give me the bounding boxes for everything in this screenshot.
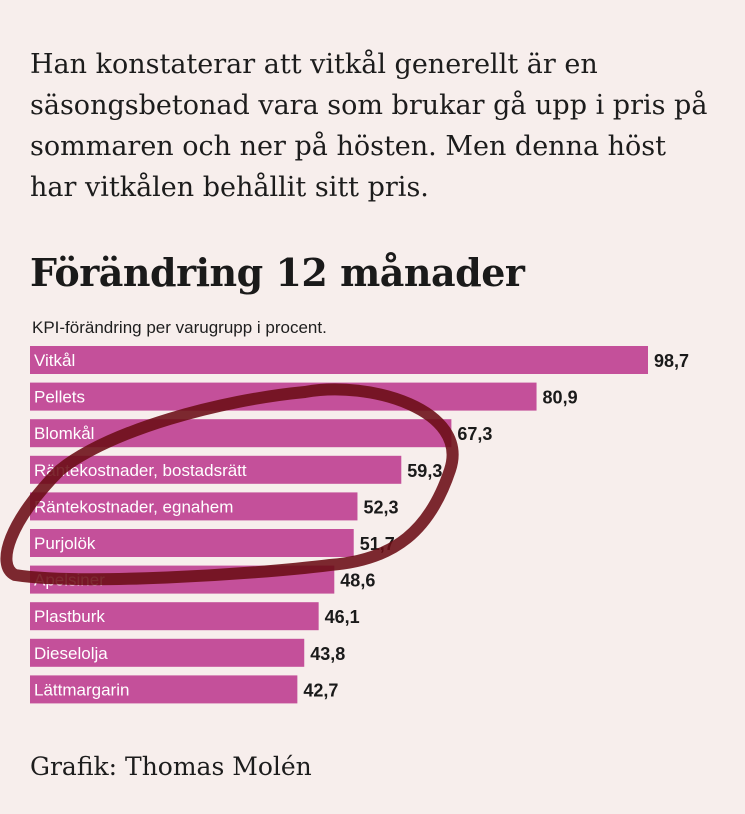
bar-label-purjolök: Purjolök bbox=[34, 534, 96, 553]
bar-label-plastburk: Plastburk bbox=[34, 607, 105, 626]
bar-value-apelsiner: 48,6 bbox=[340, 571, 375, 591]
bar-label-vitkål: Vitkål bbox=[34, 351, 75, 370]
chart-title: Förändring 12 månader bbox=[30, 250, 525, 295]
bar-label-blomkål: Blomkål bbox=[34, 424, 94, 443]
bar-value-lättmargarin: 42,7 bbox=[303, 680, 338, 700]
annotation-circle bbox=[0, 383, 459, 586]
article-paragraph: Han konstaterar att vitkål generellt är … bbox=[30, 49, 708, 203]
bar-value-dieselolja: 43,8 bbox=[310, 644, 345, 664]
bar-purjolök bbox=[30, 529, 354, 557]
bar-label-dieselolja: Dieselolja bbox=[34, 644, 108, 663]
bar-plastburk bbox=[30, 602, 319, 631]
bar-value-räntekostnader-egnahem: 52,3 bbox=[363, 497, 398, 517]
bar-lättmargarin bbox=[30, 675, 298, 704]
bar-value-pellets: 80,9 bbox=[543, 388, 578, 408]
bar-label-räntekostnader-bostadsrätt: Räntekostnader, bostadsrätt bbox=[34, 461, 247, 480]
bar-vitkål bbox=[30, 346, 648, 374]
bar-räntekostnader-bostadsrätt bbox=[30, 455, 402, 484]
chart-subtitle: KPI-förändring per varugrupp i procent. bbox=[32, 318, 327, 337]
bar-label-räntekostnader-egnahem: Räntekostnader, egnahem bbox=[34, 497, 233, 516]
bar-value-blomkål: 67,3 bbox=[457, 424, 492, 444]
bar-value-vitkål: 98,7 bbox=[654, 351, 689, 371]
bar-label-pellets: Pellets bbox=[34, 388, 85, 407]
bar-value-räntekostnader-bostadsrätt: 59,3 bbox=[407, 461, 442, 481]
bar-value-plastburk: 46,1 bbox=[325, 607, 360, 627]
graphic-credit: Grafik: Thomas Molén bbox=[30, 752, 312, 781]
bar-label-lättmargarin: Lättmargarin bbox=[34, 680, 129, 699]
bar-räntekostnader-egnahem bbox=[30, 492, 358, 521]
bar-dieselolja bbox=[30, 638, 305, 667]
